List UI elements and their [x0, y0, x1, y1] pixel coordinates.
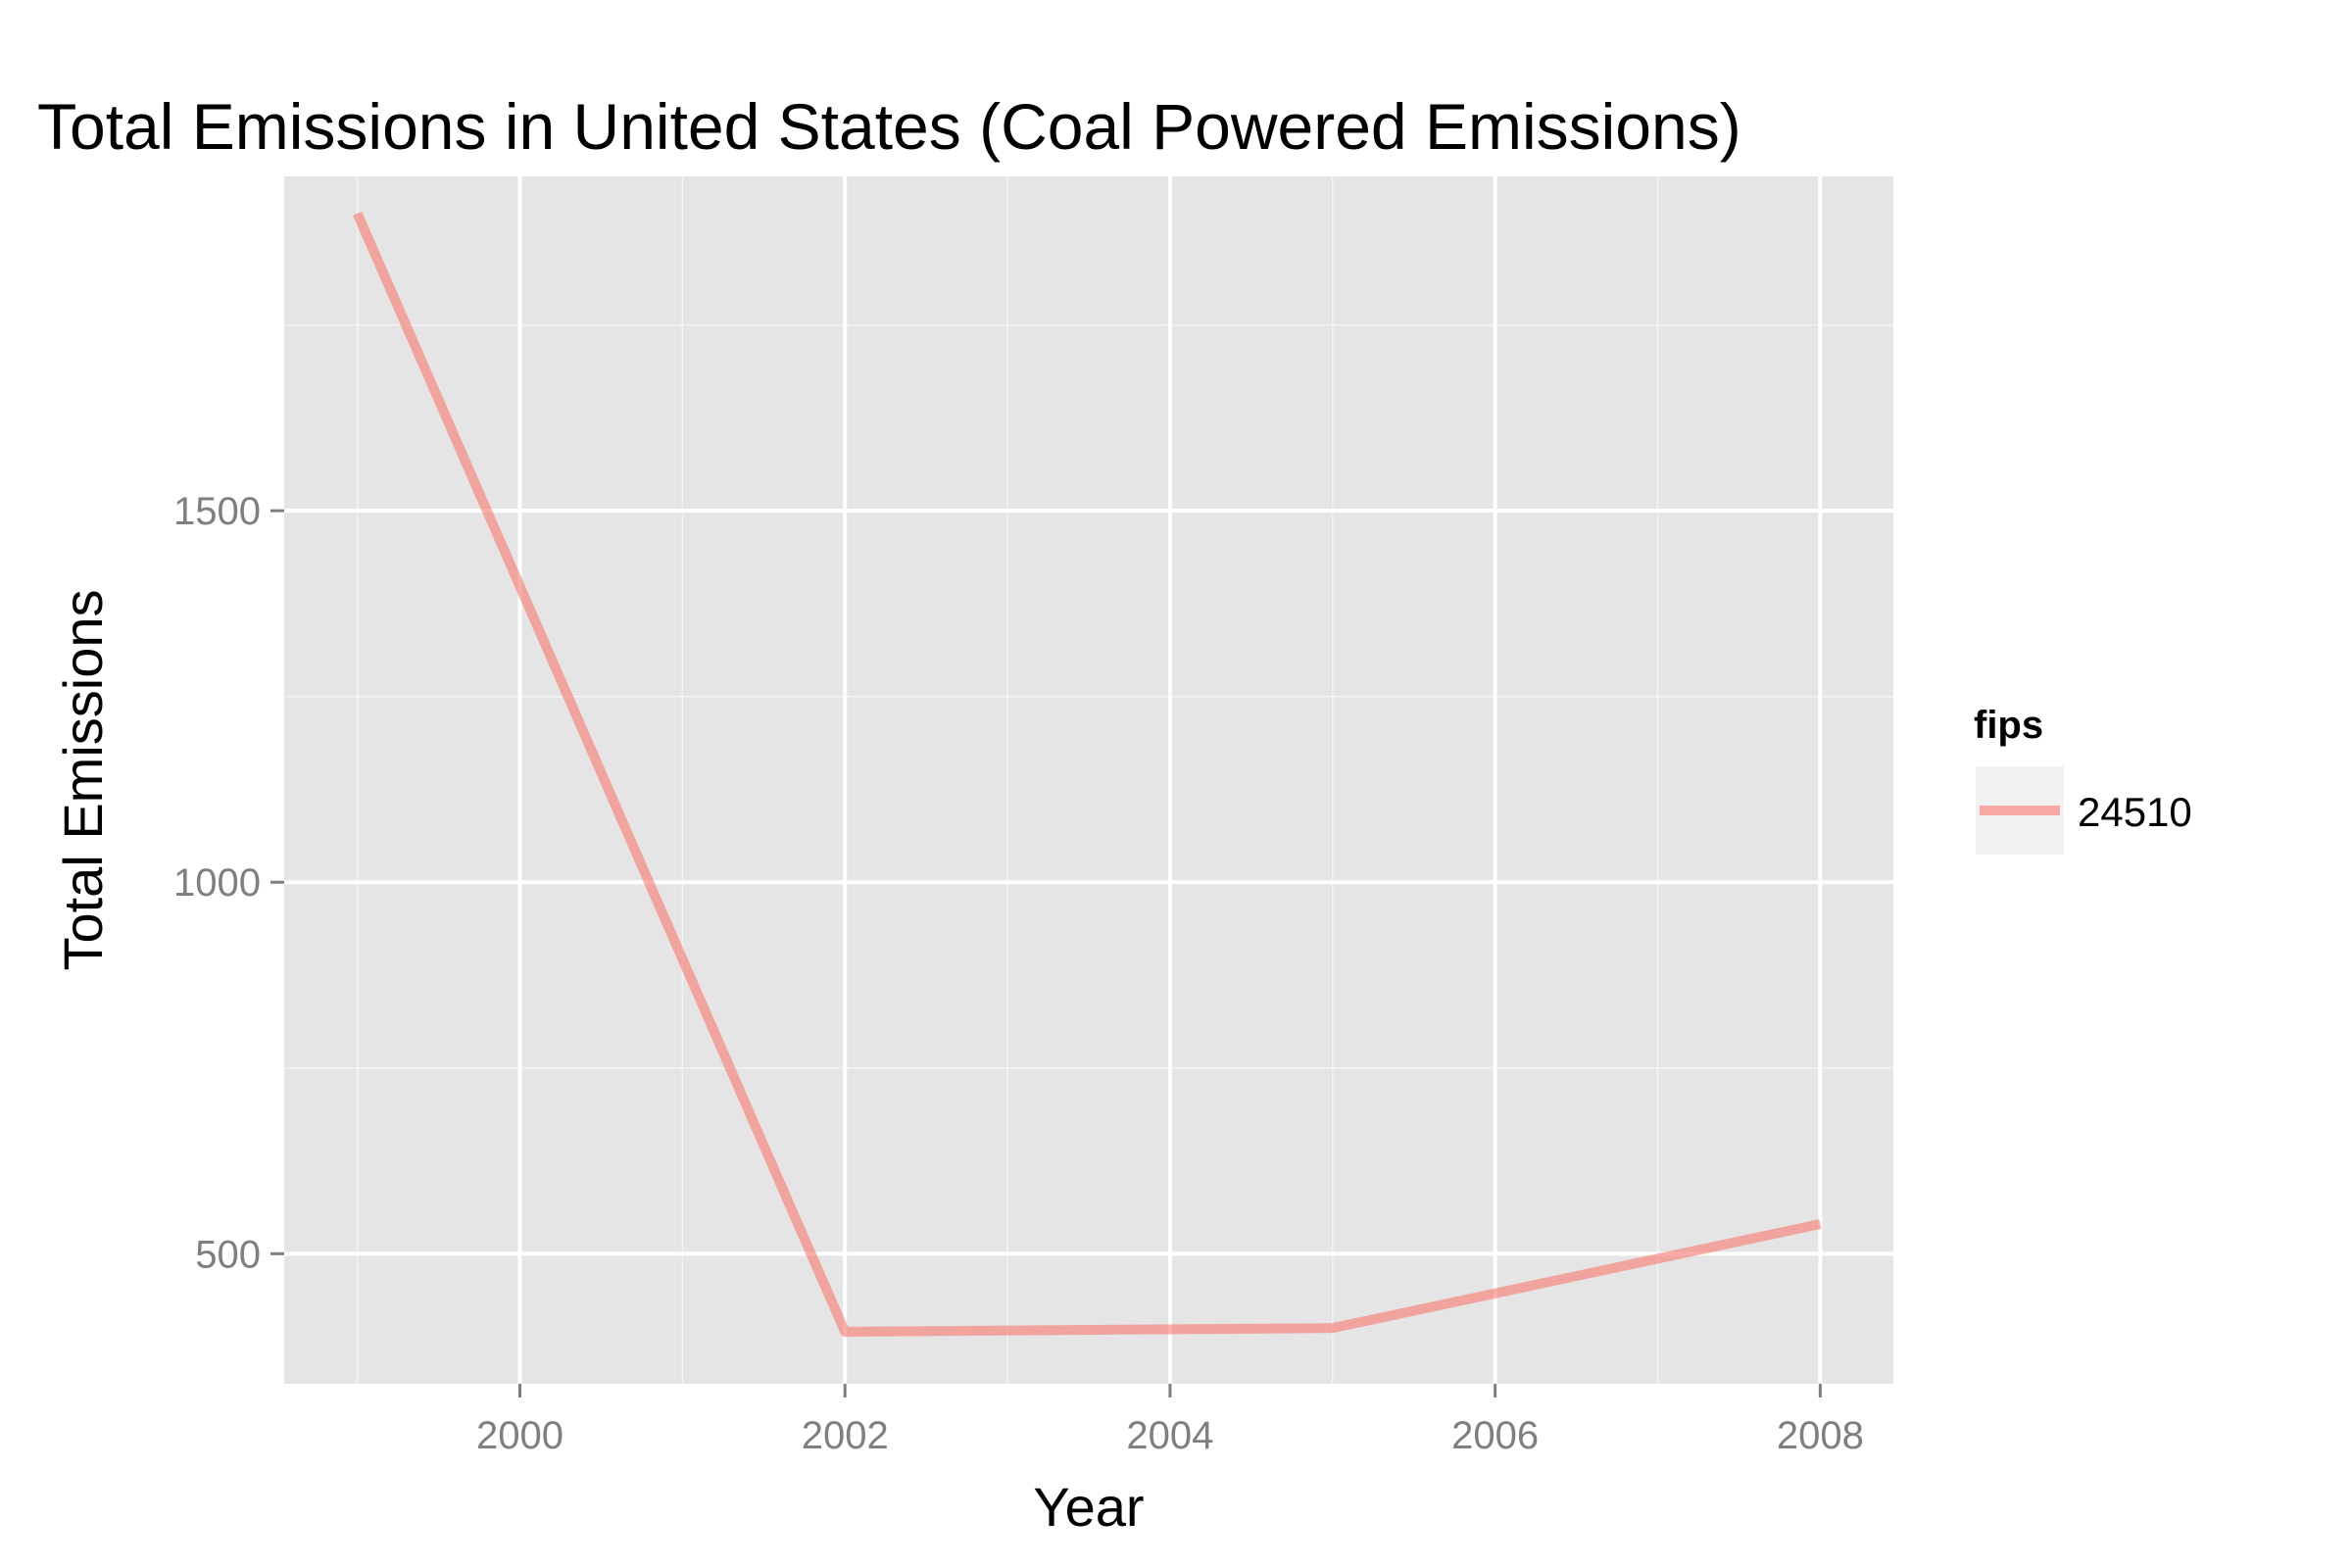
grid-major [284, 176, 1893, 1384]
x-tick-label: 2006 [1451, 1414, 1539, 1457]
x-tick-label: 2004 [1126, 1414, 1213, 1457]
grid-minor [284, 176, 1893, 1384]
y-tick-label: 1500 [173, 490, 261, 533]
x-axis-label: Year [1033, 1476, 1144, 1538]
y-axis: 500 1000 1500 [173, 490, 284, 1276]
x-tick-label: 2008 [1777, 1414, 1864, 1457]
plot-panel [284, 176, 1893, 1384]
y-tick-label: 1000 [173, 861, 261, 905]
legend: fips 24510 [1974, 704, 2192, 855]
chart-title: Total Emissions in United States (Coal P… [37, 90, 1741, 163]
x-axis: 2000 2002 2004 2006 2008 [476, 1384, 1864, 1457]
x-tick-label: 2002 [802, 1414, 889, 1457]
y-tick-label: 500 [195, 1233, 261, 1276]
y-axis-label: Total Emissions [52, 589, 114, 970]
series-line-24510 [353, 211, 1822, 1337]
legend-title: fips [1974, 704, 2043, 747]
series-layer [353, 211, 1822, 1337]
legend-entry-label: 24510 [2078, 789, 2192, 835]
x-tick-label: 2000 [476, 1414, 564, 1457]
